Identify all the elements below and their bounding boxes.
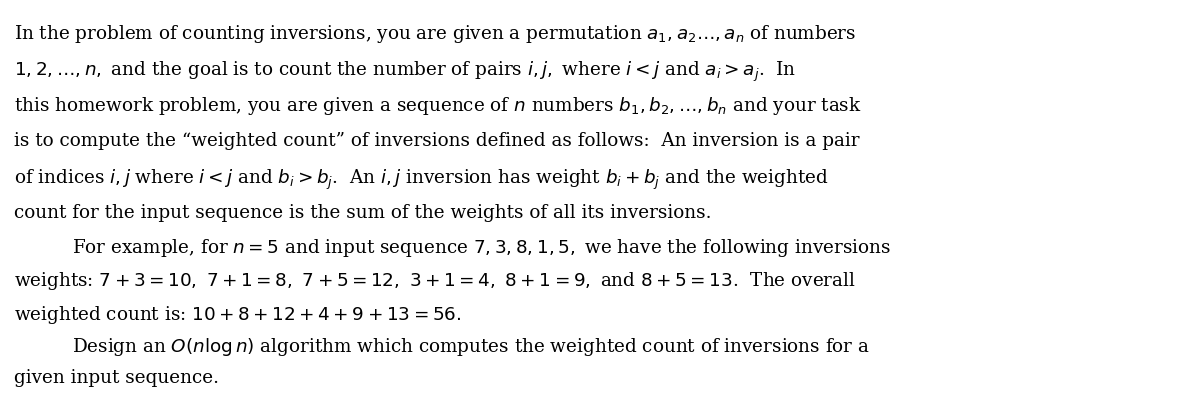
Text: In the problem of counting inversions, you are given a permutation $a_1, a_2\ldo: In the problem of counting inversions, y…: [14, 23, 857, 45]
Text: count for the input sequence is the sum of the weights of all its inversions.: count for the input sequence is the sum …: [14, 204, 712, 222]
Text: Design an $O(n\log n)$ algorithm which computes the weighted count of inversions: Design an $O(n\log n)$ algorithm which c…: [72, 336, 870, 358]
Text: weights: $7+3 = 10,\ 7+1 = 8,\ 7+5 = 12,\ 3+1 = 4,\ 8+1 = 9,$ and $8+5 = 13$.  T: weights: $7+3 = 10,\ 7+1 = 8,\ 7+5 = 12,…: [14, 271, 857, 292]
Text: For example, for $n = 5$ and input sequence $7, 3, 8, 1, 5,$ we have the followi: For example, for $n = 5$ and input seque…: [72, 237, 890, 259]
Text: this homework problem, you are given a sequence of $n$ numbers $b_1, b_2, \ldots: this homework problem, you are given a s…: [14, 96, 862, 117]
Text: given input sequence.: given input sequence.: [14, 369, 220, 387]
Text: weighted count is: $10 + 8 + 12 + 4 + 9 + 13 = 56.$: weighted count is: $10 + 8 + 12 + 4 + 9 …: [14, 304, 462, 326]
Text: of indices $i, j$ where $i < j$ and $b_i > b_j$.  An $i, j$ inversion has weight: of indices $i, j$ where $i < j$ and $b_i…: [14, 168, 829, 192]
Text: is to compute the “weighted count” of inversions defined as follows:  An inversi: is to compute the “weighted count” of in…: [14, 132, 860, 149]
Text: $1, 2, \ldots, n,$ and the goal is to count the number of pairs $i, j,$ where $i: $1, 2, \ldots, n,$ and the goal is to co…: [14, 59, 797, 83]
